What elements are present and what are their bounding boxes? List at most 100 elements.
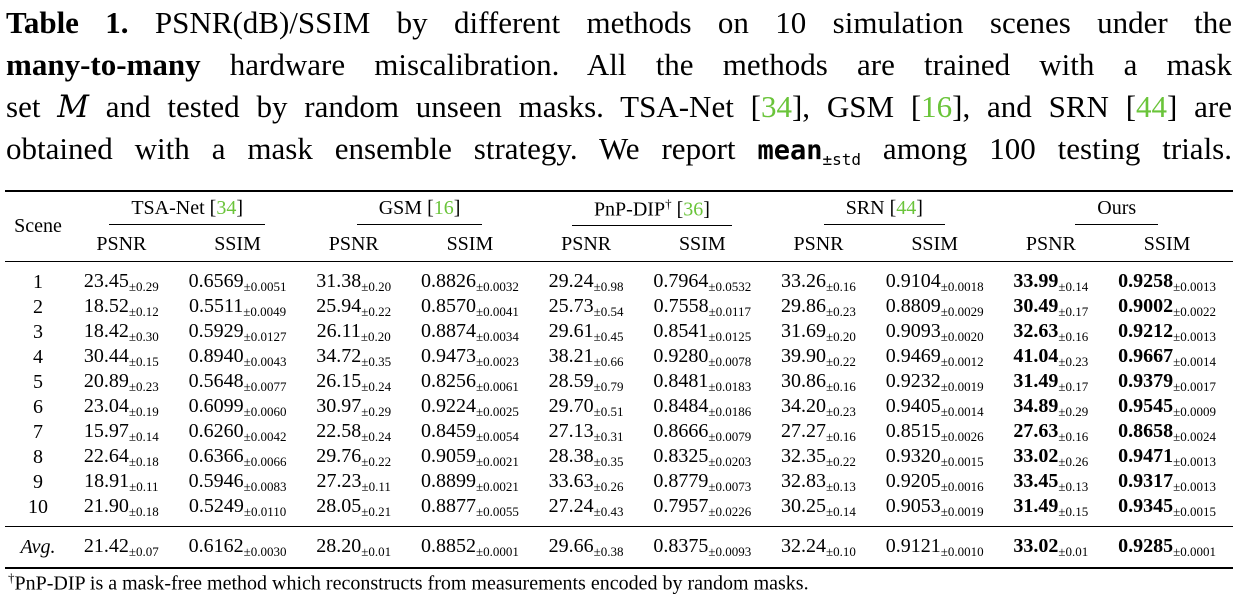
value-cell: 22.64±0.18 bbox=[71, 445, 172, 470]
value-cell: 0.6260±0.0042 bbox=[172, 420, 304, 445]
mean-value: 26.15 bbox=[316, 370, 362, 392]
mean-value: 23.45 bbox=[83, 270, 129, 292]
mean-value: 28.05 bbox=[316, 495, 362, 517]
citation-link[interactable]: 36 bbox=[683, 198, 704, 221]
std-value: ±0.18 bbox=[128, 454, 159, 469]
method-header: Ours bbox=[1001, 191, 1234, 228]
footnote-text: PnP-DIP is a mask-free method which reco… bbox=[14, 572, 809, 595]
mean-value: 29.86 bbox=[781, 295, 827, 317]
mean-value: 0.8779 bbox=[653, 470, 709, 492]
mean-value: 0.9379 bbox=[1118, 370, 1174, 392]
value-cell: 29.24±0.98 bbox=[535, 261, 637, 295]
value-cell: 0.5648±0.0077 bbox=[172, 370, 304, 395]
std-value: ±0.0009 bbox=[1173, 404, 1217, 419]
value-cell: 31.49±0.15 bbox=[1001, 495, 1102, 527]
mean-value: 0.9345 bbox=[1118, 495, 1174, 517]
scene-header: Scene bbox=[14, 215, 62, 237]
std-value: ±0.20 bbox=[360, 329, 391, 344]
citation-link[interactable]: 44 bbox=[896, 197, 917, 219]
mean-value: 0.9121 bbox=[885, 534, 941, 557]
std-value: ±0.0013 bbox=[1173, 279, 1217, 294]
std-value: ±0.23 bbox=[826, 304, 856, 319]
std-value: ±0.12 bbox=[128, 304, 159, 319]
std-value: ±0.16 bbox=[826, 379, 856, 394]
caption-text-3e: ] are bbox=[1167, 89, 1233, 124]
std-value: ±0.0043 bbox=[243, 354, 287, 369]
mean-value: 0.9232 bbox=[885, 370, 941, 392]
std-value: ±0.0186 bbox=[708, 404, 752, 419]
std-value: ±0.18 bbox=[128, 504, 159, 519]
std-value: ±0.01 bbox=[361, 543, 392, 559]
mean-value: 18.91 bbox=[84, 470, 130, 492]
value-cell: 29.66±0.38 bbox=[535, 526, 637, 569]
table-caption: Table 1. PSNR(dB)/SSIM by different meth… bbox=[6, 2, 1232, 181]
value-cell: 27.23±0.11 bbox=[303, 470, 404, 495]
std-value: ±0.0183 bbox=[708, 379, 752, 394]
std-value: ±0.0013 bbox=[1173, 329, 1217, 344]
citation-link[interactable]: 16 bbox=[921, 89, 953, 124]
value-cell: 0.8541±0.0125 bbox=[636, 320, 768, 345]
mean-value: 0.7964 bbox=[653, 270, 709, 292]
average-row: Avg. 21.42±0.07 0.6162±0.0030 28.20±0.01 0.8… bbox=[5, 526, 1233, 569]
value-cell: 20.89±0.23 bbox=[71, 370, 172, 395]
value-cell: 38.21±0.66 bbox=[536, 345, 637, 370]
value-cell: 0.8666±0.0079 bbox=[636, 420, 768, 445]
std-value: ±0.0078 bbox=[708, 354, 752, 369]
mean-value: 0.8852 bbox=[420, 534, 476, 557]
citation-link[interactable]: 34 bbox=[216, 197, 237, 219]
mean-value: 0.9224 bbox=[420, 395, 476, 417]
value-cell: 0.5511±0.0049 bbox=[172, 295, 304, 320]
method-header: SRN [44] bbox=[768, 191, 1000, 228]
std-value: ±0.0226 bbox=[708, 504, 752, 519]
std-value: ±0.0066 bbox=[243, 454, 287, 469]
mean-value: 22.58 bbox=[316, 420, 362, 442]
value-cell: 34.20±0.23 bbox=[768, 395, 869, 420]
std-value: ±0.16 bbox=[826, 279, 856, 294]
std-value: ±0.17 bbox=[1058, 304, 1089, 319]
std-value: ±0.16 bbox=[826, 429, 856, 444]
caption-text-3b: and tested by random unseen masks. TSA-N… bbox=[89, 89, 761, 124]
metric-header-row: PSNR SSIM PSNR SSIM PSNR SSIM PSNR SSIM … bbox=[5, 228, 1233, 262]
std-value: ±0.0015 bbox=[1173, 504, 1217, 519]
value-cell: 30.25±0.14 bbox=[768, 495, 869, 527]
citation-link[interactable]: 44 bbox=[1136, 89, 1168, 124]
table-row: 7 15.97±0.14 0.6260±0.0042 22.58±0.24 0.8459… bbox=[5, 420, 1233, 445]
value-cell: 0.9473±0.0023 bbox=[404, 345, 536, 370]
std-value: ±0.0110 bbox=[243, 504, 287, 519]
mean-value: 0.8256 bbox=[420, 370, 476, 392]
value-cell: 0.9545±0.0009 bbox=[1101, 395, 1233, 420]
footnote-dagger: † bbox=[8, 570, 15, 585]
dagger-mark: † bbox=[665, 195, 672, 211]
std-value: ±0.21 bbox=[361, 504, 392, 519]
value-cell: 26.15±0.24 bbox=[303, 370, 404, 395]
mean-value: 0.9059 bbox=[420, 445, 476, 467]
value-cell: 0.9285±0.0001 bbox=[1101, 526, 1233, 569]
value-cell: 0.8809±0.0029 bbox=[869, 295, 1001, 320]
std-value: ±0.29 bbox=[1058, 404, 1089, 419]
value-cell: 0.8852±0.0001 bbox=[404, 526, 536, 569]
value-cell: 0.8481±0.0183 bbox=[636, 370, 768, 395]
value-cell: 0.9232±0.0019 bbox=[869, 370, 1001, 395]
std-value: ±0.35 bbox=[593, 454, 624, 469]
value-cell: 33.63±0.26 bbox=[536, 470, 637, 495]
mean-value: 0.9285 bbox=[1118, 534, 1174, 557]
mean-value: 0.9667 bbox=[1118, 345, 1174, 367]
value-cell: 0.9121±0.0010 bbox=[868, 526, 1001, 569]
value-cell: 18.52±0.12 bbox=[71, 295, 172, 320]
mean-value: 0.8874 bbox=[420, 320, 476, 342]
mean-value: 29.61 bbox=[548, 320, 594, 342]
std-value: ±0.14 bbox=[128, 429, 159, 444]
std-value: ±0.0001 bbox=[1173, 543, 1217, 559]
citation-link[interactable]: 16 bbox=[433, 197, 454, 219]
value-cell: 0.6569±0.0051 bbox=[171, 261, 304, 295]
mean-value: 21.90 bbox=[83, 495, 129, 517]
value-cell: 0.9224±0.0025 bbox=[404, 395, 536, 420]
value-cell: 21.90±0.18 bbox=[71, 495, 172, 527]
std-value: ±0.24 bbox=[361, 429, 392, 444]
std-value: ±0.51 bbox=[593, 404, 624, 419]
value-cell: 32.83±0.13 bbox=[768, 470, 869, 495]
value-cell: 0.8570±0.0041 bbox=[404, 295, 536, 320]
value-cell: 30.44±0.15 bbox=[71, 345, 172, 370]
std-subscript: ±std bbox=[822, 150, 861, 169]
citation-link[interactable]: 34 bbox=[760, 89, 792, 124]
